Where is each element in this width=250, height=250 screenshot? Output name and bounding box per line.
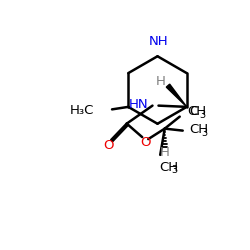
Text: HN: HN	[129, 98, 148, 111]
Text: H: H	[156, 74, 166, 88]
Text: O: O	[103, 139, 114, 152]
Text: 3: 3	[172, 165, 178, 175]
Text: O: O	[141, 136, 151, 148]
Text: CH: CH	[160, 161, 179, 174]
Text: CH: CH	[188, 105, 207, 118]
Text: CH: CH	[190, 123, 209, 136]
Text: NH: NH	[149, 35, 169, 48]
Text: H: H	[160, 146, 170, 160]
Text: 3: 3	[202, 128, 208, 138]
Text: C: C	[190, 105, 199, 118]
Polygon shape	[166, 84, 187, 107]
Text: H₃C: H₃C	[70, 104, 94, 117]
Text: 3: 3	[200, 110, 206, 120]
